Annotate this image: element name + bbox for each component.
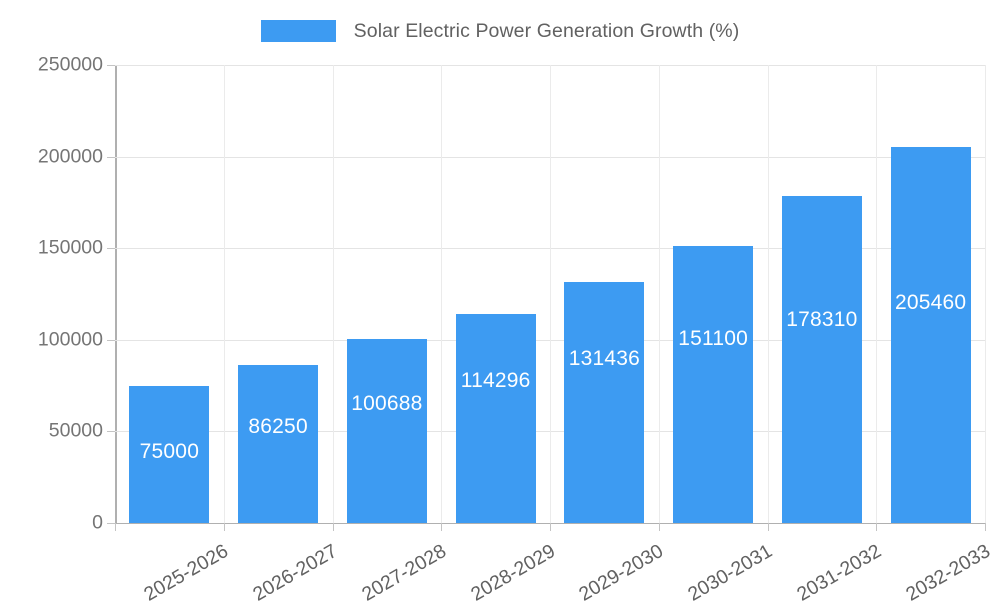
x-axis-tick-label: 2027-2028 — [358, 540, 450, 606]
bar-value-label: 114296 — [460, 369, 531, 392]
y-axis-tickmark — [107, 248, 115, 250]
bar-value-label: 86250 — [248, 415, 308, 438]
bar[interactable] — [455, 313, 536, 523]
x-axis-tickmark — [550, 523, 551, 531]
x-axis-tick-label: 2029-2030 — [575, 540, 668, 606]
x-axis-tickmark — [659, 523, 660, 531]
gridline-vertical — [876, 65, 877, 523]
gridline-vertical — [768, 65, 769, 523]
bar[interactable] — [890, 146, 971, 523]
x-axis-tickmark — [876, 523, 877, 531]
gridline-vertical — [333, 65, 334, 523]
plot-area: 75000 86250 100688 114296 131436 151100 178310… — [115, 65, 986, 524]
y-axis-tickmarks — [107, 65, 115, 524]
gridline-vertical — [550, 65, 551, 523]
bar-value-label: 100688 — [351, 392, 423, 415]
x-axis-tick-label: 2028-2029 — [466, 540, 559, 606]
y-axis-tick-label: 150000 — [37, 236, 103, 259]
y-axis-tickmark — [107, 339, 115, 341]
gridline-vertical — [985, 65, 986, 523]
y-axis-tick-label: 200000 — [37, 145, 103, 168]
bar[interactable] — [129, 385, 210, 523]
bar-value-label: 131436 — [568, 347, 641, 370]
x-axis-labels: 2025-2026 2026-2027 2027-2028 2028-2029 2029… — [115, 523, 994, 606]
bar-value-label: 151100 — [678, 327, 748, 350]
y-axis-line — [115, 65, 117, 523]
legend-color-swatch — [260, 20, 336, 42]
bar[interactable] — [781, 196, 862, 523]
bar-value-label: 178310 — [786, 308, 858, 331]
legend-label: Solar Electric Power Generation Growth (… — [353, 19, 740, 42]
bar[interactable] — [238, 364, 319, 523]
gridline-vertical — [441, 65, 442, 523]
y-axis-tick-label: 100000 — [37, 328, 103, 351]
x-axis-tickmark — [985, 523, 986, 531]
gridline-vertical — [224, 65, 225, 523]
x-axis-tickmark — [333, 523, 334, 531]
y-axis-tickmark — [107, 523, 115, 524]
bar[interactable] — [673, 246, 754, 523]
x-axis-tick-label: 2025-2026 — [140, 540, 233, 606]
y-axis-tickmark — [107, 156, 115, 158]
y-axis-tick-label: 50000 — [48, 419, 103, 442]
x-axis-tickmark — [224, 523, 225, 531]
x-axis-tickmark — [768, 523, 769, 531]
chart-legend: Solar Electric Power Generation Growth (… — [0, 17, 1000, 45]
x-axis-tick-label: 2032-2033 — [901, 540, 994, 606]
bar-value-label: 205460 — [894, 291, 967, 314]
bar[interactable] — [564, 282, 645, 523]
x-axis-tick-label: 2030-2031 — [684, 540, 777, 606]
gridline-vertical — [659, 65, 660, 523]
bar-value-label: 75000 — [139, 440, 200, 463]
y-axis-tick-label: 0 — [92, 511, 103, 534]
y-axis-labels: 0 50000 100000 150000 200000 250000 — [0, 54, 103, 534]
y-axis-tickmark — [107, 431, 115, 433]
y-axis-tick-label: 250000 — [37, 53, 103, 76]
legend-item-solar[interactable]: Solar Electric Power Generation Growth (… — [260, 19, 740, 43]
x-axis-tick-label: 2031-2032 — [793, 540, 885, 606]
x-axis-tick-label: 2026-2027 — [249, 540, 342, 606]
y-axis-tickmark — [107, 65, 115, 66]
bar[interactable] — [346, 338, 427, 523]
x-axis-tickmark — [441, 523, 442, 531]
x-axis-tickmark — [115, 523, 116, 531]
